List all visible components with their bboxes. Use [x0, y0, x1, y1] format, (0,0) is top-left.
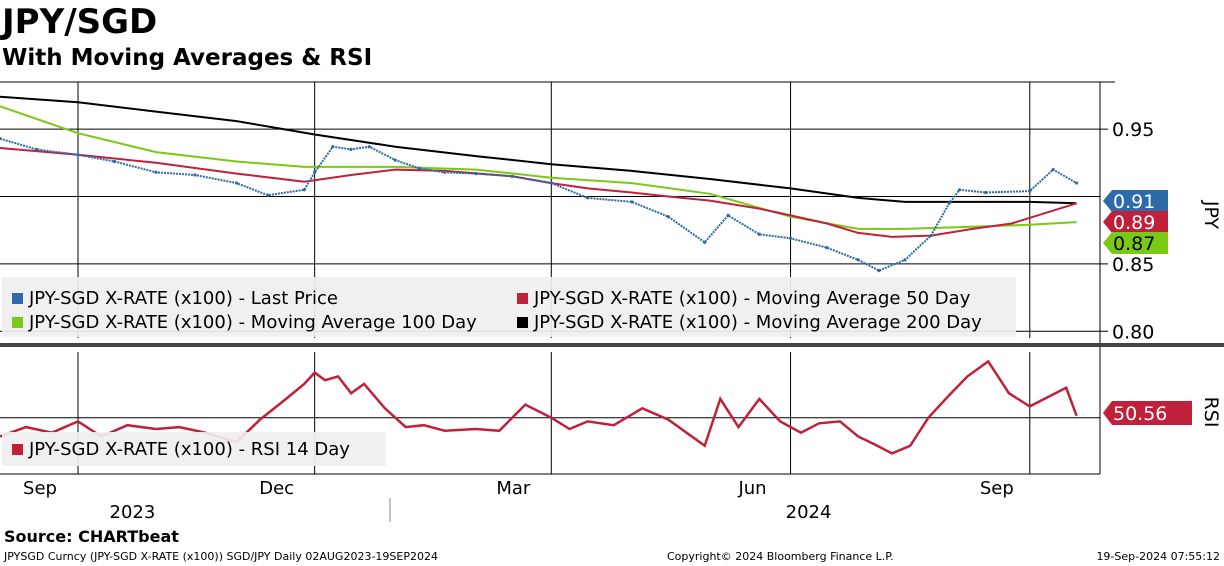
last-value-label-price: 0.91 — [1113, 191, 1155, 213]
x-month-label: Dec — [259, 478, 294, 499]
x-month-label: Jun — [737, 478, 766, 499]
price-point — [154, 170, 158, 174]
price-point — [1051, 167, 1055, 172]
rsi-legend-box — [2, 432, 386, 466]
price-point — [877, 269, 881, 273]
price-point — [443, 170, 447, 174]
price-point — [947, 201, 951, 205]
price-point — [929, 234, 933, 238]
price-point — [957, 188, 962, 192]
price-point — [630, 200, 634, 204]
price-point — [266, 193, 270, 197]
legend-label-ma100: JPY-SGD X-RATE (x100) - Moving Average 1… — [28, 312, 477, 333]
source-label: Source: CHARTbeat — [4, 527, 179, 546]
price-point — [76, 153, 80, 157]
legend-swatch-ma50 — [517, 293, 528, 304]
price-point — [1028, 189, 1032, 193]
series-line-price — [0, 137, 1078, 272]
price-point — [983, 190, 988, 195]
price-point — [903, 258, 907, 262]
legend-swatch-rsi — [12, 444, 23, 455]
y-tick-label: 0.80 — [1112, 321, 1154, 343]
price-point — [666, 215, 670, 219]
rsi-axis-label: RSI — [1200, 397, 1222, 428]
x-month-label: Sep — [23, 478, 57, 499]
last-value-tag-ma100 — [1103, 232, 1168, 254]
x-month-label: Mar — [496, 478, 531, 499]
price-point — [235, 181, 239, 185]
price-point — [856, 258, 860, 262]
price-point — [825, 246, 829, 250]
price-point — [586, 196, 590, 200]
x-month-label: Sep — [980, 478, 1014, 499]
chart-title: JPY/SGD — [2, 2, 158, 42]
price-legend-box — [2, 277, 1016, 337]
legend-label-ma200: JPY-SGD X-RATE (x100) - Moving Average 2… — [533, 312, 982, 333]
legend-label-rsi: JPY-SGD X-RATE (x100) - RSI 14 Day — [28, 439, 350, 460]
price-point — [1074, 181, 1079, 185]
price-point — [726, 213, 730, 217]
price-point — [0, 136, 2, 141]
y-tick-label: 0.85 — [1112, 254, 1154, 276]
legend-label-ma50: JPY-SGD X-RATE (x100) - Moving Average 5… — [533, 288, 971, 309]
price-point — [367, 145, 371, 149]
legend-swatch-price — [12, 293, 23, 304]
price-point — [788, 236, 793, 240]
price-point — [331, 145, 335, 149]
price-point — [34, 147, 39, 151]
price-point — [313, 170, 317, 174]
last-value-tag-ma50 — [1103, 211, 1168, 233]
price-point — [393, 158, 397, 162]
timestamp: 19-Sep-2024 07:55:12 — [1096, 550, 1220, 563]
price-point — [549, 181, 553, 185]
series-line-ma200 — [0, 95, 1077, 205]
legend-swatch-ma200 — [517, 317, 528, 328]
y-tick-label: 0.95 — [1112, 119, 1154, 141]
price-point — [417, 166, 421, 170]
chart-subtitle: With Moving Averages & RSI — [2, 45, 373, 71]
x-year-label: 2023 — [110, 502, 156, 523]
last-value-label-rsi: 50.56 — [1113, 403, 1167, 425]
price-point — [349, 147, 353, 151]
price-point — [703, 240, 707, 244]
last-value-tag-price — [1103, 190, 1168, 212]
last-value-tag-rsi — [1103, 401, 1192, 425]
legend-swatch-ma100 — [12, 317, 23, 328]
series-line-ma50 — [0, 147, 1077, 238]
price-point — [510, 174, 514, 178]
price-point — [193, 173, 197, 177]
price-point — [757, 232, 761, 236]
price-point — [302, 188, 306, 192]
price-point — [112, 159, 117, 164]
last-value-label-ma100: 0.87 — [1113, 233, 1155, 255]
legend-label-price: JPY-SGD X-RATE (x100) - Last Price — [28, 288, 338, 309]
series-line-ma100 — [0, 105, 1077, 230]
price-point — [474, 172, 478, 176]
price-axis-label: JPY — [1200, 200, 1222, 230]
x-year-label: 2024 — [786, 502, 832, 523]
ticker-description: JPYSGD Curncy (JPY-SGD X-RATE (x100)) SG… — [4, 550, 438, 563]
copyright: Copyright© 2024 Bloomberg Finance L.P. — [667, 550, 894, 563]
last-value-label-ma50: 0.89 — [1113, 212, 1155, 234]
